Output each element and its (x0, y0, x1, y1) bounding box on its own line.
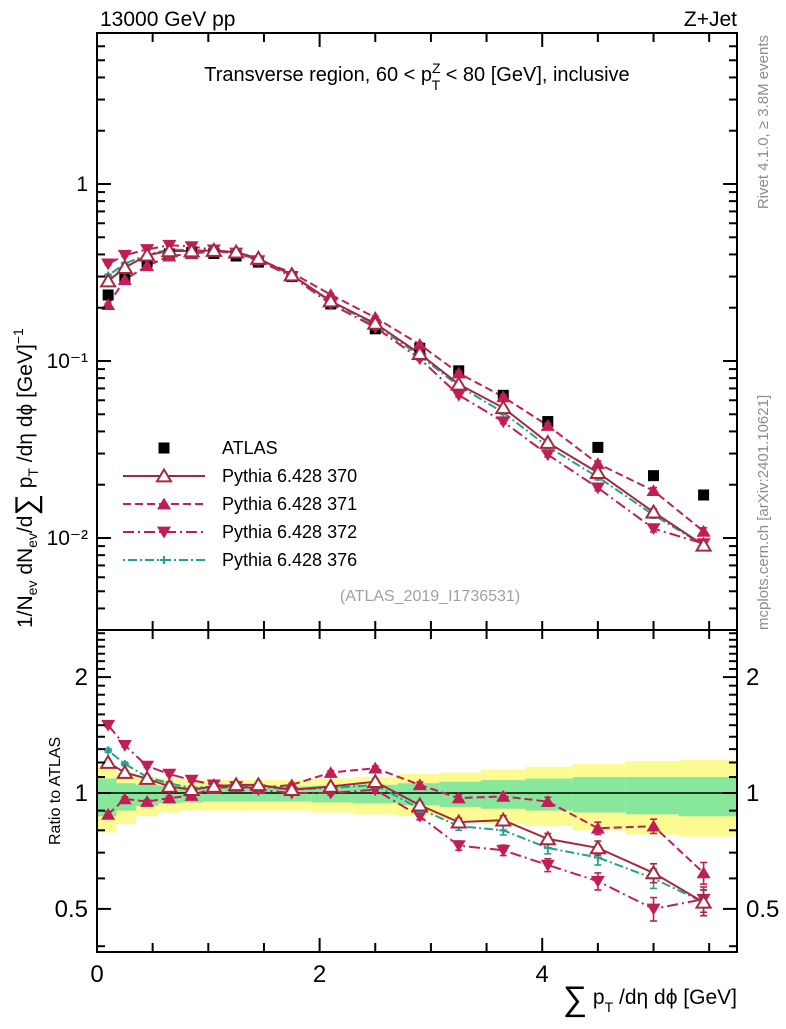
panel-frames (96, 32, 738, 953)
legend-label: Pythia 6.428 371 (222, 494, 357, 514)
band-bin (572, 777, 626, 813)
tick-label: 1 (75, 780, 88, 807)
ratio-markers-p371 (101, 761, 711, 885)
plot-title: Transverse region, 60 < pZ T < 80 [GeV], … (204, 60, 629, 93)
legend-label: Pythia 6.428 376 (222, 550, 357, 570)
legend: ATLAS Pythia 6.428 370 Pythia 6.428 371 Pyt… (123, 438, 357, 570)
tick-label: 4 (536, 961, 549, 988)
ratio-line-p372 (107, 724, 704, 910)
tick-label: 0 (90, 961, 103, 988)
band-bin (97, 778, 117, 817)
tick-label: 0.5 (746, 896, 779, 923)
series-markers-p376 (104, 245, 708, 550)
legend-item-p376: Pythia 6.428 376 (123, 550, 357, 570)
series-line-p370 (107, 249, 705, 547)
legend-item-p371: Pythia 6.428 371 (123, 494, 357, 514)
series-markers-p371 (101, 244, 711, 537)
rivet-version-note: Rivet 4.1.0, ≥ 3.8M events (755, 35, 772, 209)
series-atlas (102, 247, 710, 501)
tick-label: 2 (746, 664, 759, 691)
legend-label: Pythia 6.428 372 (222, 522, 357, 542)
legend-label: Pythia 6.428 370 (222, 466, 357, 486)
tick-label: 0.5 (55, 896, 88, 923)
main-panel-series (99, 239, 713, 552)
beam-energy-label: 13000 GeV pp (100, 8, 235, 31)
band-bin (625, 777, 679, 815)
process-label: Z+Jet (684, 8, 737, 31)
legend-item-atlas: ATLAS (158, 438, 278, 458)
x-axis-label: ∑ pT /dη dϕ [GeV] (563, 980, 737, 1018)
tick-label: 1 (746, 780, 759, 807)
series-line-p371 (107, 250, 705, 533)
ratio-markers-p370 (99, 754, 713, 917)
tick-label: 10⁻¹ (47, 350, 88, 373)
legend-item-p372: Pythia 6.428 372 (123, 522, 357, 542)
legend-item-p370: Pythia 6.428 370 (123, 466, 357, 486)
legend-label: ATLAS (222, 438, 278, 458)
tick-label: 2 (75, 664, 88, 691)
series-line-p372 (107, 244, 704, 545)
ratio-y-axis-label: Ratio to ATLAS (47, 737, 64, 845)
analysis-id-watermark: (ATLAS_2019_I1736531) (340, 588, 520, 605)
axis-ticks (96, 33, 737, 952)
axis-tick-labels: 1 10⁻¹ 10⁻² 2 2 1 1 0.5 0.5 0 2 4 (47, 173, 780, 988)
series-line-p376 (107, 248, 705, 547)
tick-label: 1 (76, 173, 88, 196)
tick-label: 10⁻² (47, 527, 88, 550)
tick-label: 2 (313, 961, 326, 988)
band-bin (678, 777, 737, 817)
ratio-panel-series (99, 719, 713, 922)
series-markers-p370 (99, 242, 713, 552)
main-y-axis-label: 1/Nev dNev/d∑ pT /dη dϕ [GeV]−1 (10, 328, 43, 628)
mcplots-arxiv-note: mcplots.cern.ch [arXiv:2401.10621] (755, 395, 772, 630)
